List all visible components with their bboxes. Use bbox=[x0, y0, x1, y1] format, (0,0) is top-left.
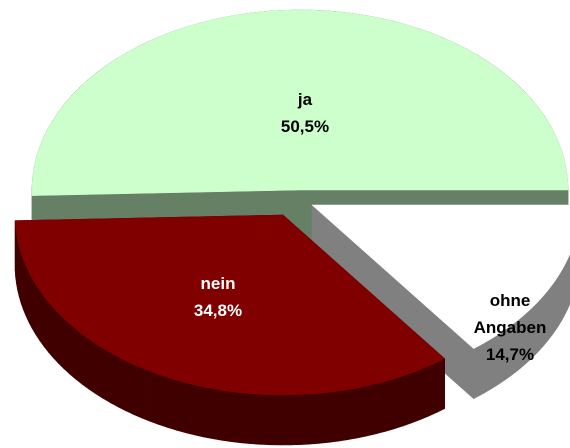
slice bbox=[31, 9, 569, 196]
slice-side bbox=[402, 372, 413, 427]
slice-side bbox=[328, 390, 340, 443]
slice-side bbox=[231, 391, 243, 444]
value-label: 14,7% bbox=[485, 345, 535, 364]
slice-side bbox=[194, 384, 205, 438]
slice-side bbox=[158, 374, 168, 428]
slice-side bbox=[357, 385, 368, 439]
category-label: ohne Angaben bbox=[473, 291, 547, 337]
slice-side bbox=[58, 312, 65, 370]
slice-side bbox=[299, 393, 311, 445]
slice-side bbox=[75, 328, 83, 385]
category-label: nein bbox=[200, 274, 236, 293]
slice-side bbox=[290, 394, 301, 446]
slice-side bbox=[394, 375, 404, 430]
slice-side bbox=[141, 367, 151, 422]
slice-side bbox=[222, 390, 233, 443]
slice-side bbox=[319, 391, 330, 444]
slice-side bbox=[48, 301, 54, 359]
slice-side bbox=[149, 370, 159, 425]
slice-label: ohne Angaben 14,7% bbox=[465, 287, 555, 368]
slice-side bbox=[436, 358, 445, 413]
slice-side bbox=[133, 363, 142, 419]
slice-side bbox=[203, 386, 214, 440]
slice-side bbox=[260, 394, 272, 446]
slice-side bbox=[366, 383, 377, 437]
slice-label: nein 34,8% bbox=[158, 270, 278, 324]
slice-side bbox=[53, 307, 59, 365]
slice-side bbox=[212, 388, 223, 441]
slice-side bbox=[385, 378, 395, 432]
slice bbox=[14, 214, 446, 396]
slice-side bbox=[419, 365, 429, 421]
slice-side bbox=[175, 379, 186, 434]
slice-side bbox=[338, 389, 349, 442]
slice-side bbox=[167, 376, 177, 431]
slice-side bbox=[35, 283, 40, 342]
slice-side bbox=[23, 259, 27, 316]
slice-side bbox=[81, 333, 90, 390]
slice-label: ja 50,5% bbox=[245, 86, 365, 140]
slice-side bbox=[348, 387, 359, 440]
slice-side bbox=[376, 380, 386, 435]
slice-side bbox=[411, 369, 421, 424]
slice-side bbox=[43, 295, 49, 353]
slice-side bbox=[31, 277, 37, 336]
slice-side bbox=[95, 343, 104, 399]
slice-side bbox=[184, 382, 195, 436]
value-label: 34,8% bbox=[193, 301, 243, 320]
slice-side bbox=[88, 338, 96, 395]
slice-side bbox=[309, 392, 320, 445]
slice-side bbox=[428, 361, 437, 417]
category-label: ja bbox=[297, 90, 313, 109]
slice-side bbox=[28, 271, 33, 329]
value-label: 50,5% bbox=[280, 117, 330, 136]
slice-side bbox=[109, 352, 118, 408]
slice-side bbox=[102, 347, 111, 404]
slice-side bbox=[63, 318, 71, 375]
slice-side bbox=[25, 265, 30, 323]
slice-side bbox=[20, 253, 24, 310]
slice-side bbox=[117, 356, 126, 412]
slice-side bbox=[39, 289, 45, 348]
slice-side bbox=[241, 392, 252, 445]
slice-side bbox=[270, 394, 281, 446]
slice-side bbox=[251, 393, 262, 445]
slice-side bbox=[125, 360, 134, 415]
slice-side bbox=[69, 323, 77, 380]
slice bbox=[311, 204, 570, 349]
slice-side bbox=[280, 394, 291, 446]
